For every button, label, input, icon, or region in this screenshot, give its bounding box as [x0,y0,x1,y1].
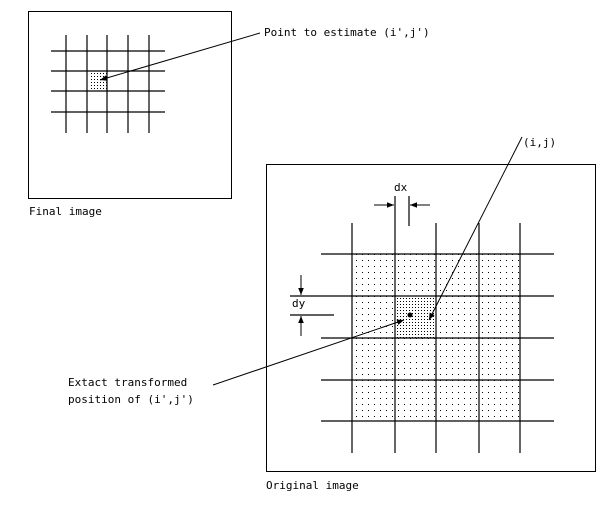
estimated-pixel-cell [89,72,107,91]
ij-label: (i,j) [523,136,557,149]
exact-position-dot [407,312,413,318]
exact-position-label-line1: Extact transformed [68,376,188,389]
original-image-label: Original image [266,479,359,492]
ij-arrow [428,136,523,321]
exact-position-label-line2: position of (i',j') [68,393,194,406]
dx-label: dx [394,181,408,194]
exact-position-arrow [212,319,405,386]
point-to-estimate-label: Point to estimate (i',j') [264,26,430,39]
point-arrow [99,32,261,81]
dy-label: dy [292,297,306,310]
final-image-panel [28,11,261,199]
final-image-label: Final image [29,205,102,218]
original-image-panel [212,136,596,472]
